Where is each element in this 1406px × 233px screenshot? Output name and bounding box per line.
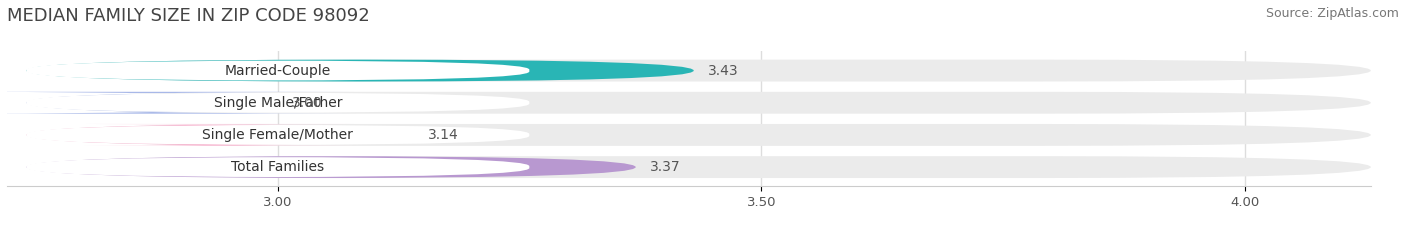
Text: MEDIAN FAMILY SIZE IN ZIP CODE 98092: MEDIAN FAMILY SIZE IN ZIP CODE 98092	[7, 7, 370, 25]
Text: 3.43: 3.43	[709, 64, 740, 78]
Text: Married-Couple: Married-Couple	[225, 64, 330, 78]
Text: 3.14: 3.14	[427, 128, 458, 142]
Text: Source: ZipAtlas.com: Source: ZipAtlas.com	[1265, 7, 1399, 20]
FancyBboxPatch shape	[27, 156, 1371, 178]
Text: 3.00: 3.00	[292, 96, 323, 110]
FancyBboxPatch shape	[27, 156, 636, 178]
FancyBboxPatch shape	[27, 93, 529, 113]
FancyBboxPatch shape	[27, 61, 529, 81]
FancyBboxPatch shape	[27, 124, 413, 146]
FancyBboxPatch shape	[27, 60, 693, 82]
FancyBboxPatch shape	[27, 124, 1371, 146]
Text: Single Male/Father: Single Male/Father	[214, 96, 342, 110]
Text: Total Families: Total Families	[232, 160, 325, 174]
FancyBboxPatch shape	[27, 125, 529, 145]
FancyBboxPatch shape	[0, 92, 356, 114]
FancyBboxPatch shape	[27, 60, 1371, 82]
Text: 3.37: 3.37	[650, 160, 681, 174]
Text: Single Female/Mother: Single Female/Mother	[202, 128, 353, 142]
FancyBboxPatch shape	[27, 92, 1371, 114]
FancyBboxPatch shape	[27, 157, 529, 177]
